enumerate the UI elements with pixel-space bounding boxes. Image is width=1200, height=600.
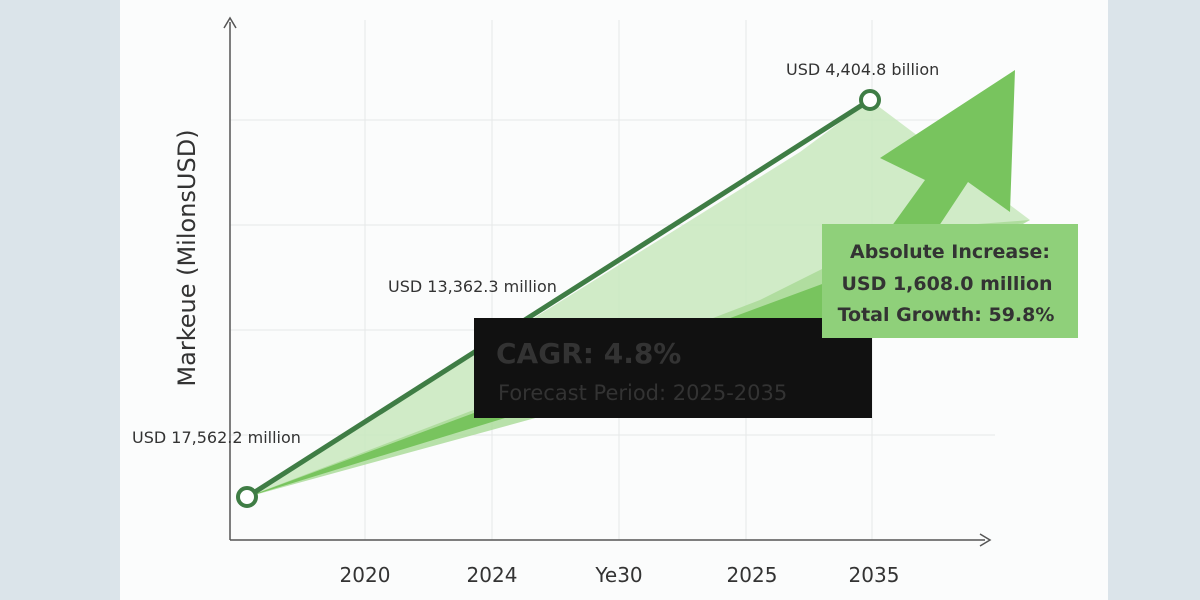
x-tick-2025: 2025	[727, 563, 778, 587]
data-label-start: USD 17,562.2 million	[132, 428, 301, 447]
x-tick-labels: 2020 2024 Ye30 2025 2035	[340, 563, 900, 587]
increase-callout: Absolute Increase: USD 1,608.0 million T…	[822, 224, 1078, 338]
increase-line-2: USD 1,608.0 million	[841, 273, 1052, 295]
background-right	[1108, 0, 1200, 600]
data-label-end: USD 4,404.8 billion	[786, 60, 939, 79]
cagr-box	[474, 318, 872, 418]
x-tick-2024: 2024	[467, 563, 518, 587]
data-label-mid: USD 13,362.3 million	[388, 277, 557, 296]
increase-box	[822, 224, 1078, 338]
x-tick-2035: 2035	[849, 563, 900, 587]
x-axis-arrowhead	[979, 533, 992, 547]
series-line	[245, 97, 872, 500]
increase-line-1: Absolute Increase:	[850, 241, 1050, 263]
increase-line-3: Total Growth: 59.8%	[838, 304, 1055, 326]
background-left	[0, 0, 120, 600]
data-point-start	[236, 486, 258, 508]
x-tick-ye30: Ye30	[594, 563, 642, 587]
x-tick-2020: 2020	[340, 563, 391, 587]
y-axis-arrowhead	[223, 16, 237, 29]
forecast-period: Forecast Period: 2025-2035	[498, 381, 787, 405]
cagr-title: CAGR: 4.8%	[496, 337, 681, 370]
cagr-callout: CAGR: 4.8% Forecast Period: 2025-2035	[474, 318, 872, 418]
growth-wedge-light	[247, 100, 1030, 497]
data-point-end	[859, 89, 881, 111]
y-axis-label: Markeue (MilonsUSD)	[173, 129, 201, 386]
